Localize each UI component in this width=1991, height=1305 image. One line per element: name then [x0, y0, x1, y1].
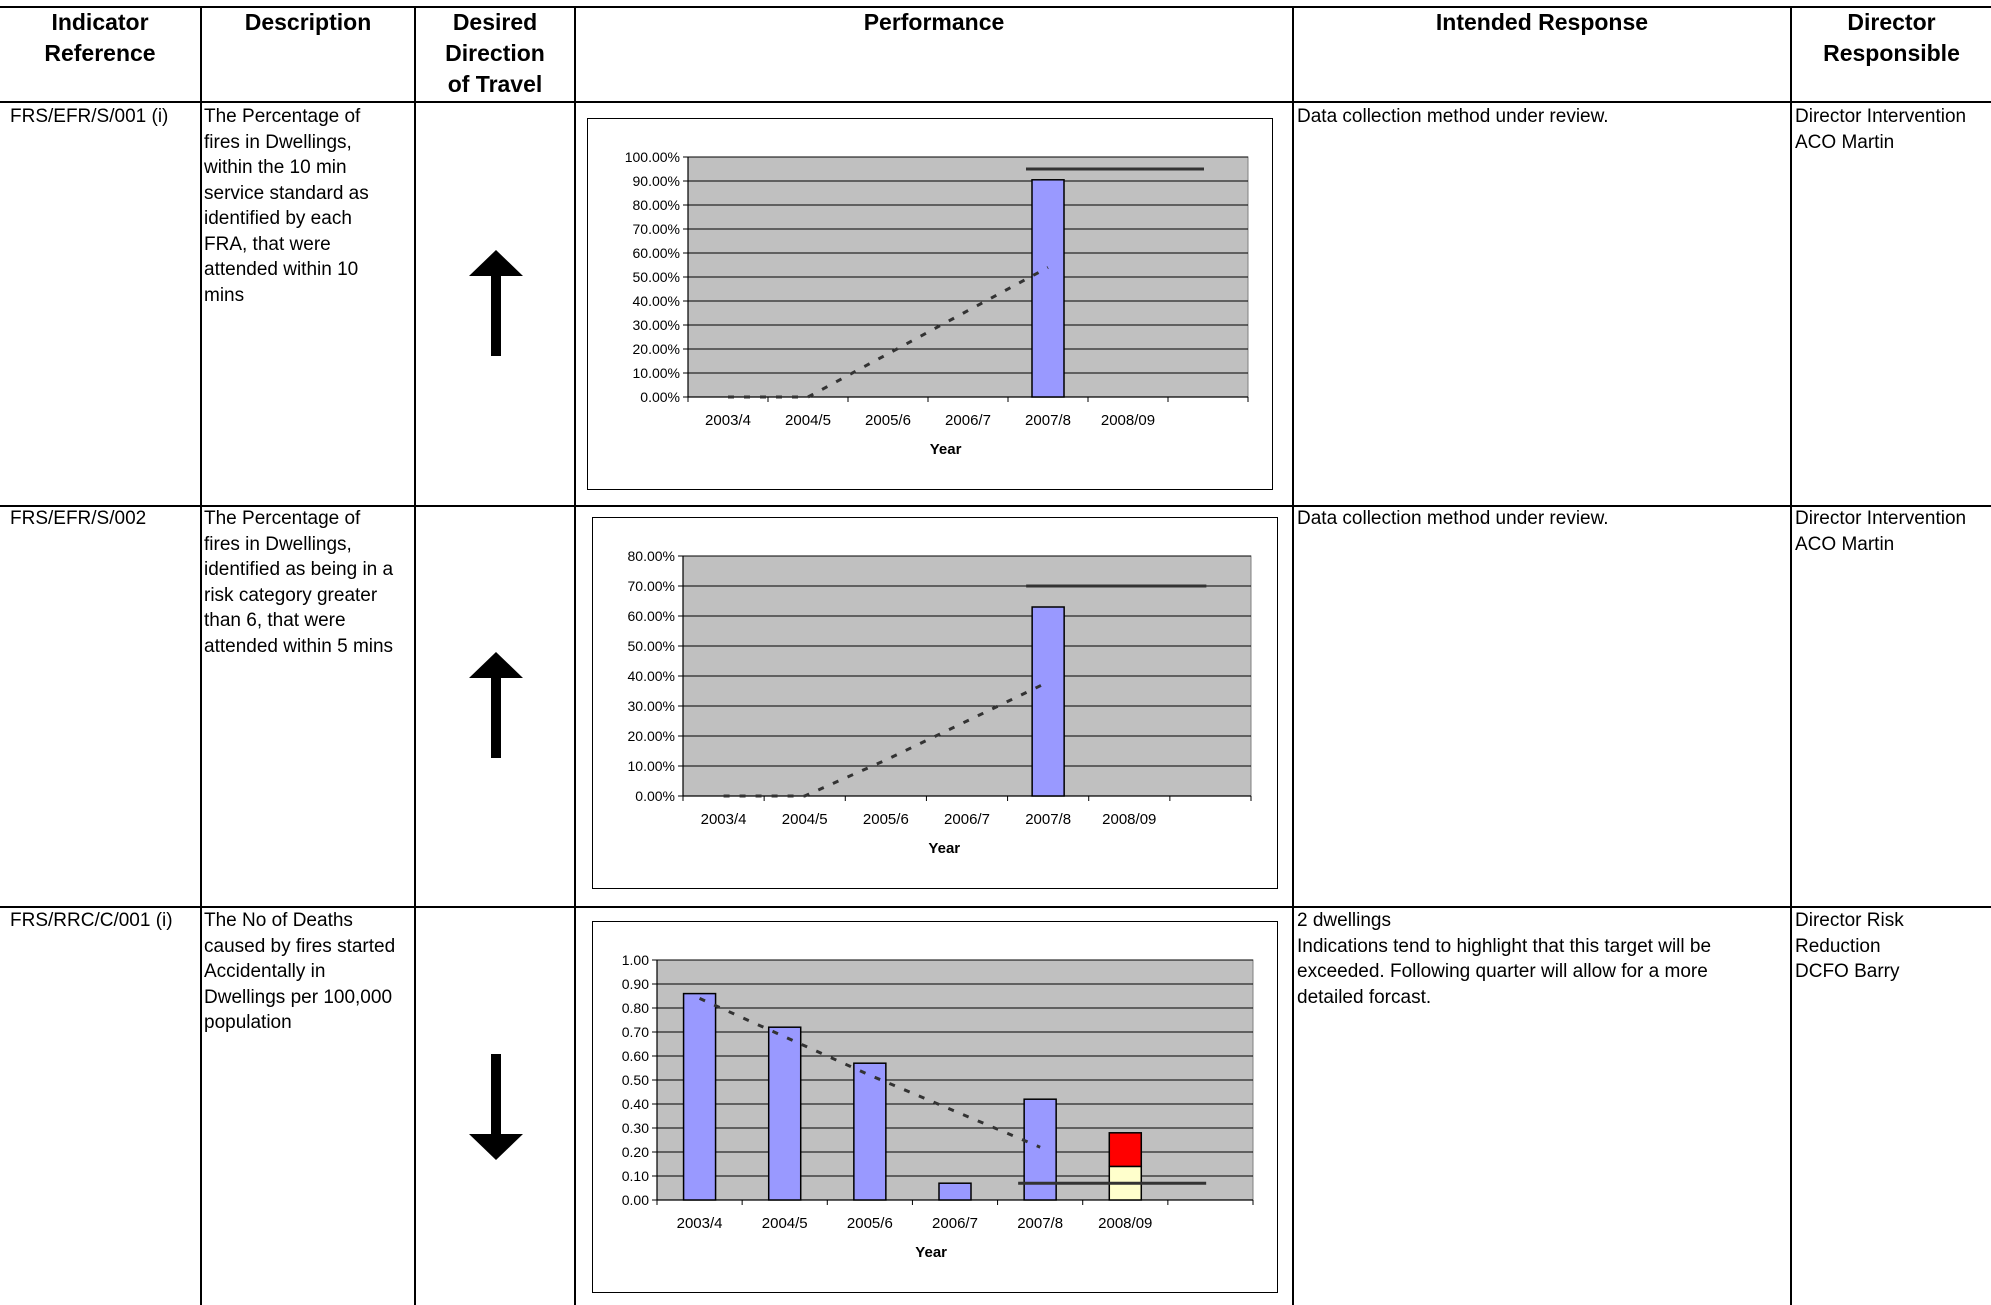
row-divider-1 — [0, 505, 1991, 507]
y-tick-label: 70.00% — [628, 578, 675, 594]
header-bottom-rule — [0, 101, 1991, 103]
x-tick-label: 2006/7 — [932, 1215, 978, 1232]
col-divider-5 — [1790, 6, 1792, 1305]
chart-1: 0.00% 10.00% 20.00% 30.00% 40.00% 50.00% 60.00… — [625, 149, 1249, 458]
row2-director: Director Intervention ACO Martin — [1795, 508, 1967, 555]
header-description: Description — [244, 9, 372, 35]
trend-line — [723, 680, 1049, 798]
x-axis-label: Year — [928, 840, 960, 857]
y-tick-label: 20.00% — [633, 341, 680, 357]
trend-line — [728, 266, 1049, 399]
y-tick-label: 10.00% — [633, 365, 680, 381]
y-tick-label: 100.00% — [625, 149, 680, 165]
x-tick-label: 2006/7 — [945, 412, 991, 429]
y-tick-label: 0.50 — [622, 1072, 649, 1088]
y-tick-label: 10.00% — [628, 758, 675, 774]
row3-director: Director Risk Reduction DCFO Barry — [1795, 910, 1904, 982]
arrow-up-icon — [469, 250, 523, 356]
y-tick-label: 30.00% — [633, 317, 680, 333]
x-tick-label: 2007/8 — [1025, 412, 1071, 429]
chart-frame-3: 0.00 0.10 0.20 0.30 0.40 0.50 0.60 0.70 0.80 0.90… — [592, 921, 1278, 1293]
y-tick-label: 20.00% — [628, 728, 675, 744]
y-tick-label: 30.00% — [628, 698, 675, 714]
bar — [767, 1026, 802, 1201]
y-tick-label: 60.00% — [628, 608, 675, 624]
x-tick-label: 2003/4 — [701, 811, 747, 828]
row1-description: The Percentage of fires in Dwellings, wi… — [204, 106, 369, 306]
chart-frame-1: 0.00% 10.00% 20.00% 30.00% 40.00% 50.00% 60.00… — [587, 118, 1273, 490]
y-tick-label: 0.90 — [622, 976, 649, 992]
bar — [682, 992, 717, 1201]
header-director: Director Responsible — [1823, 9, 1960, 66]
header-performance: Performance — [863, 9, 1005, 35]
col-divider-1 — [200, 6, 202, 1305]
row2-description: The Percentage of fires in Dwellings, id… — [204, 508, 394, 657]
y-tick-label: 70.00% — [633, 221, 680, 237]
y-tick-label: 0.10 — [622, 1168, 649, 1184]
y-tick-label: 50.00% — [628, 638, 675, 654]
y-tick-label: 40.00% — [633, 293, 680, 309]
header-direction: Desired Direction of Travel — [445, 9, 545, 97]
bar — [938, 1182, 972, 1201]
y-tick-label: 80.00% — [628, 548, 675, 564]
x-tick-label: 2005/6 — [863, 811, 909, 828]
header-indicator-reference: Indicator Reference — [44, 9, 156, 66]
y-tick-label: 90.00% — [633, 173, 680, 189]
x-axis-label: Year — [930, 441, 962, 458]
chart-2: 0.00% 10.00% 20.00% 30.00% 40.00% 50.00% 60.00… — [628, 548, 1252, 857]
arrow-up-icon — [469, 652, 523, 758]
x-tick-label: 2005/6 — [865, 412, 911, 429]
x-axis-label: Year — [915, 1244, 947, 1261]
y-tick-label: 0.80 — [622, 1000, 649, 1016]
bar — [1023, 1098, 1057, 1201]
x-tick-label: 2007/8 — [1017, 1215, 1063, 1232]
y-tick-label: 50.00% — [633, 269, 680, 285]
y-tick-label: 0.00 — [622, 1192, 649, 1208]
arrow-down-icon — [469, 1054, 523, 1160]
row1-response: Data collection method under review. — [1297, 106, 1609, 127]
bar-segment-excess — [1108, 1132, 1143, 1168]
row2-reference: FRS/EFR/S/002 — [10, 508, 147, 529]
bar — [1031, 606, 1065, 797]
x-tick-label: 2008/09 — [1102, 811, 1156, 828]
bar — [1031, 179, 1065, 398]
row-divider-2 — [0, 906, 1991, 908]
x-tick-label: 2008/09 — [1098, 1215, 1152, 1232]
row3-response: 2 dwellings Indications tend to highligh… — [1297, 910, 1712, 1008]
col-divider-4 — [1292, 6, 1294, 1305]
y-tick-label: 1.00 — [622, 952, 649, 968]
y-tick-label: 0.60 — [622, 1048, 649, 1064]
row2-response: Data collection method under review. — [1297, 508, 1609, 529]
row1-director: Director Intervention ACO Martin — [1795, 106, 1967, 153]
chart-frame-2: 0.00% 10.00% 20.00% 30.00% 40.00% 50.00% 60.00… — [592, 517, 1278, 889]
chart-3: 0.00 0.10 0.20 0.30 0.40 0.50 0.60 0.70 0.80 0.90… — [622, 952, 1254, 1261]
x-tick-label: 2003/4 — [705, 412, 751, 429]
y-tick-label: 0.30 — [622, 1120, 649, 1136]
x-tick-label: 2004/5 — [762, 1215, 808, 1232]
y-tick-label: 40.00% — [628, 668, 675, 684]
y-tick-label: 0.20 — [622, 1144, 649, 1160]
x-tick-label: 2006/7 — [944, 811, 990, 828]
y-tick-label: 0.00% — [635, 788, 675, 804]
bar — [853, 1062, 887, 1201]
y-tick-label: 60.00% — [633, 245, 680, 261]
col-divider-2 — [414, 6, 416, 1305]
table-border-top — [0, 6, 1991, 8]
y-tick-label: 0.70 — [622, 1024, 649, 1040]
y-tick-label: 0.00% — [640, 389, 680, 405]
x-tick-label: 2007/8 — [1025, 811, 1071, 828]
x-tick-label: 2004/5 — [782, 811, 828, 828]
row1-reference: FRS/EFR/S/001 (i) — [10, 106, 169, 127]
row3-description: The No of Deaths caused by fires started… — [204, 910, 396, 1033]
row3-reference: FRS/RRC/C/001 (i) — [10, 910, 173, 931]
x-tick-label: 2005/6 — [847, 1215, 893, 1232]
y-tick-label: 0.40 — [622, 1096, 649, 1112]
x-tick-label: 2004/5 — [785, 412, 831, 429]
col-divider-3 — [574, 6, 576, 1305]
x-tick-label: 2008/09 — [1101, 412, 1155, 429]
x-tick-label: 2003/4 — [677, 1215, 723, 1232]
header-intended-response: Intended Response — [1435, 9, 1649, 35]
y-tick-label: 80.00% — [633, 197, 680, 213]
